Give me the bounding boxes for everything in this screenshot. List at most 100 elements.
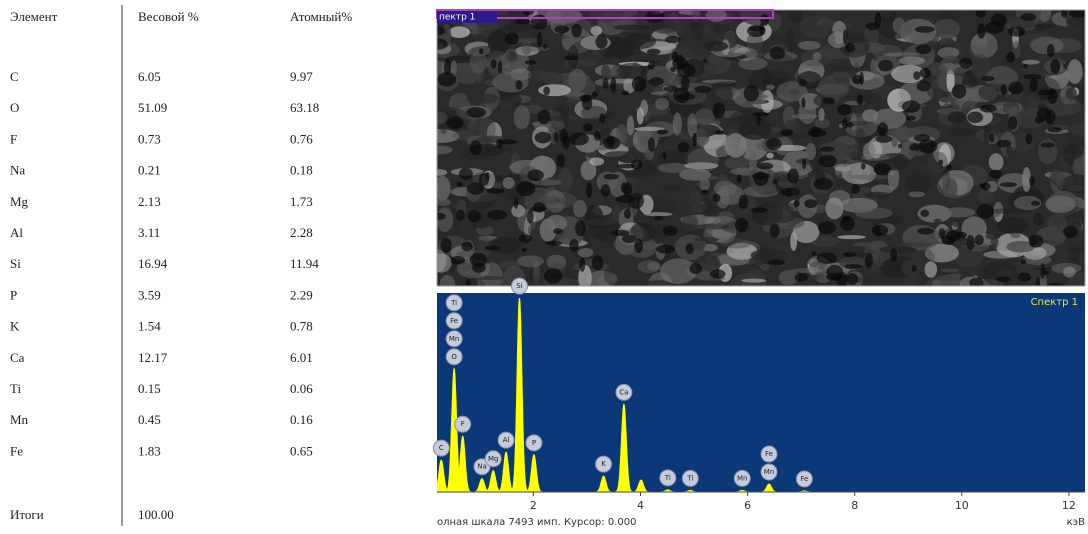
sem-shadow <box>553 228 562 234</box>
sem-shadow <box>656 245 675 254</box>
table-cell: 0.15 <box>138 381 161 396</box>
sem-shadow <box>744 85 759 101</box>
sem-shadow <box>583 124 593 132</box>
sem-shadow <box>781 188 801 196</box>
sem-shadow <box>514 197 518 209</box>
sem-grain <box>984 127 991 144</box>
sem-grain <box>695 182 702 187</box>
peak-label: Fe <box>765 450 773 458</box>
sem-grain <box>538 84 571 96</box>
sem-shadow <box>915 44 931 54</box>
table-cell: 0.06 <box>290 381 313 396</box>
sem-shadow <box>611 77 617 93</box>
sem-grain <box>492 72 528 93</box>
table-total: Итоги <box>10 507 44 522</box>
sem-shadow <box>801 97 805 108</box>
sem-shadow <box>496 139 502 149</box>
sem-shadow <box>980 104 997 112</box>
sem-shadow <box>621 182 628 193</box>
sem-grain <box>638 260 661 273</box>
sem-shadow <box>780 129 793 136</box>
sem-grain <box>655 98 669 110</box>
sem-shadow <box>1045 109 1056 124</box>
sem-shadow <box>1000 182 1017 187</box>
sem-shadow <box>692 133 696 147</box>
sem-shadow <box>604 174 619 180</box>
sem-shadow <box>966 235 975 250</box>
sem-shadow <box>703 59 707 63</box>
sem-grain <box>943 56 959 61</box>
table-header: Элемент <box>10 9 58 24</box>
sem-grain <box>466 94 499 104</box>
sem-shadow <box>1041 143 1055 148</box>
sem-shadow <box>898 144 902 149</box>
sem-grain <box>747 222 760 239</box>
sem-shadow <box>537 32 542 47</box>
sem-grain <box>787 28 794 47</box>
sem-shadow <box>634 239 643 254</box>
sem-shadow <box>766 138 782 150</box>
sem-grain <box>550 106 570 132</box>
sem-shadow <box>527 209 534 224</box>
sem-shadow <box>804 199 817 208</box>
sem-shadow <box>663 226 678 236</box>
sem-grain <box>612 57 620 65</box>
sem-grain <box>852 242 887 247</box>
sem-shadow <box>1035 116 1044 123</box>
spectrum-footer: олная шкала 7493 имп. Курсор: 0.000 <box>437 517 636 528</box>
sem-grain <box>1030 37 1063 54</box>
sem-shadow <box>770 46 785 59</box>
sem-shadow <box>818 221 836 234</box>
sem-shadow <box>770 224 780 238</box>
sem-shadow <box>621 91 629 96</box>
sem-shadow <box>596 35 608 49</box>
element-name: Fe <box>10 443 23 458</box>
table-header: Весовой % <box>138 9 199 24</box>
sem-grain <box>1068 134 1085 159</box>
sem-shadow <box>677 93 695 100</box>
sem-grain <box>986 233 1001 239</box>
sem-shadow <box>479 48 484 54</box>
sem-grain <box>919 155 928 166</box>
sem-grain <box>449 26 470 38</box>
sem-shadow <box>485 246 500 251</box>
sem-shadow <box>946 165 952 170</box>
sem-grain <box>798 41 821 50</box>
sem-shadow <box>1017 272 1031 281</box>
sem-grain <box>498 99 515 109</box>
sem-grain <box>673 112 682 135</box>
sem-grain <box>879 246 916 254</box>
sem-grain <box>613 25 651 30</box>
peak-label: O <box>451 353 457 361</box>
sem-grain <box>643 175 656 185</box>
sem-shadow <box>622 235 636 244</box>
sem-shadow <box>678 142 690 153</box>
sem-shadow <box>906 116 916 121</box>
sem-shadow <box>1048 88 1058 104</box>
sem-shadow <box>735 218 748 232</box>
element-name: O <box>10 100 19 115</box>
element-name: Ti <box>10 381 21 396</box>
sem-shadow <box>1063 226 1078 238</box>
sem-shadow <box>1029 176 1035 186</box>
sem-shadow <box>611 230 629 236</box>
sem-grain <box>627 116 635 136</box>
sem-shadow <box>852 75 863 85</box>
x-tick-label: 6 <box>744 499 751 512</box>
sem-grain <box>842 163 877 184</box>
sem-shadow <box>467 182 484 195</box>
sem-grain <box>691 17 704 41</box>
sem-shadow <box>582 97 592 110</box>
peak-label: Mn <box>449 335 459 343</box>
sem-shadow <box>713 194 721 203</box>
sem-shadow <box>533 202 545 212</box>
peak-label: Mn <box>737 474 747 482</box>
sem-grain <box>440 127 446 134</box>
sem-shadow <box>487 210 507 220</box>
peak-label: Ti <box>450 299 457 307</box>
sem-shadow <box>977 23 985 39</box>
sem-shadow <box>812 251 816 256</box>
sem-shadow <box>648 62 655 69</box>
sem-shadow <box>466 279 471 286</box>
sem-shadow <box>861 163 865 170</box>
